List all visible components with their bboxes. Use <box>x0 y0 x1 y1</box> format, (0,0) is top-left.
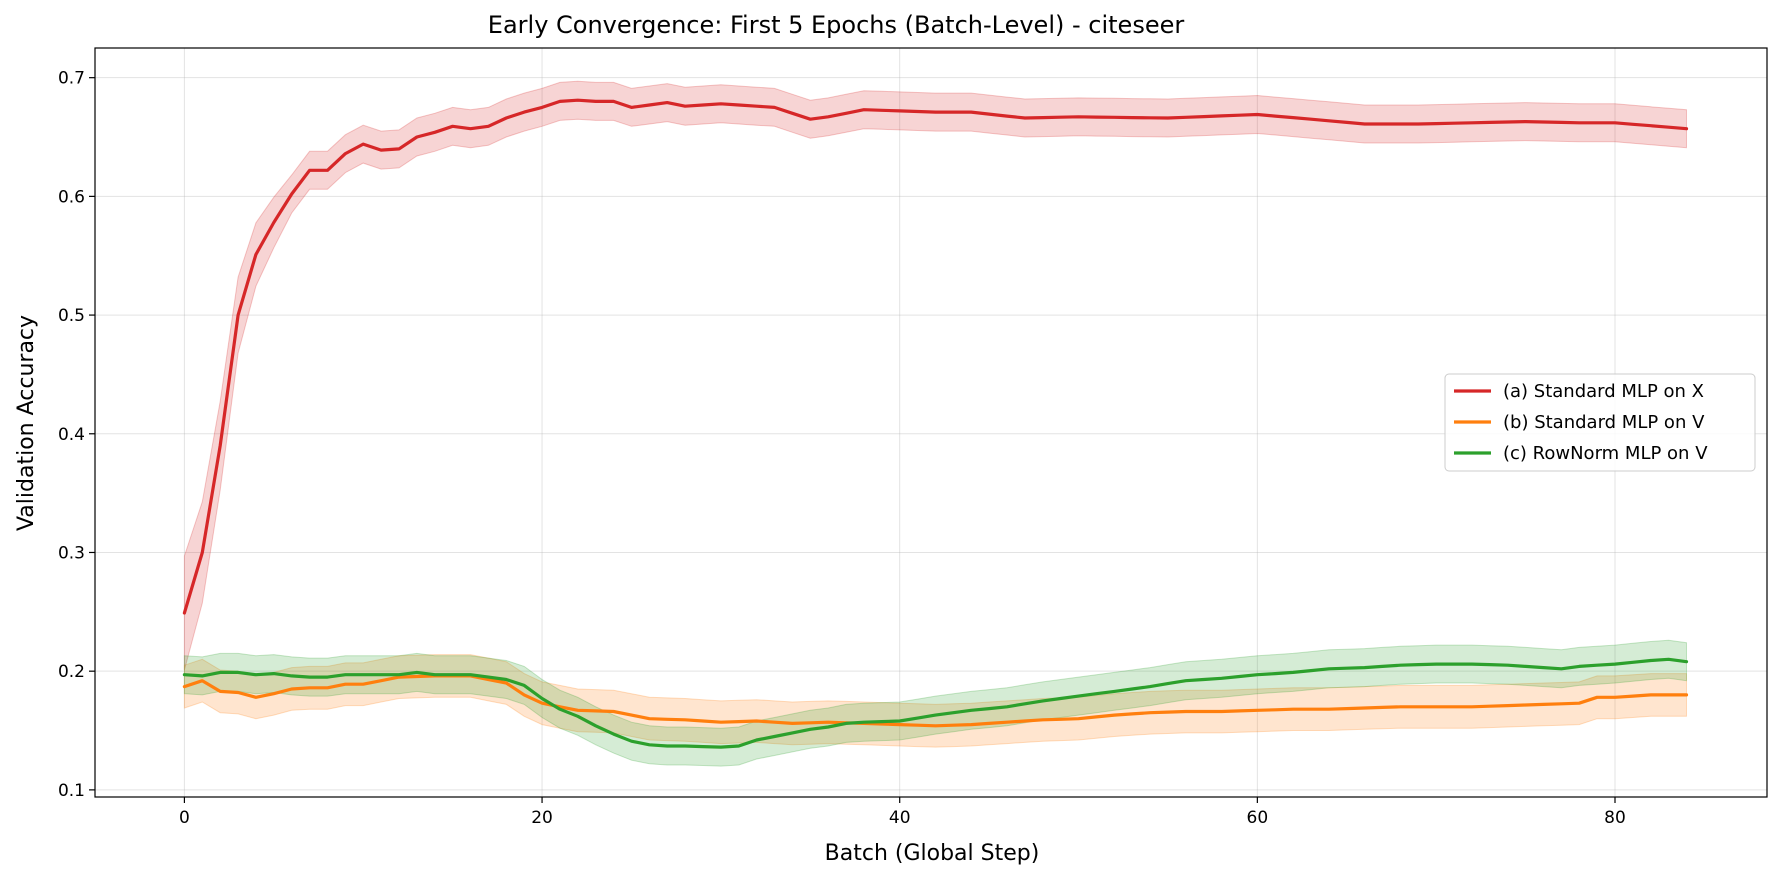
x-tick-label: 0 <box>179 808 190 828</box>
legend-label-0: (a) Standard MLP on X <box>1503 381 1704 402</box>
series-line-0 <box>182 98 1689 615</box>
y-tick-label: 0.6 <box>58 187 85 207</box>
grid <box>95 48 1767 797</box>
x-tick-label: 80 <box>1604 808 1626 828</box>
y-tick-label: 0.1 <box>58 781 85 801</box>
legend-label-1: (b) Standard MLP on V <box>1503 412 1705 433</box>
y-tick-label: 0.5 <box>58 306 85 326</box>
y-tick-label: 0.2 <box>58 662 85 682</box>
legend: (a) Standard MLP on X (b) Standard MLP on… <box>1444 373 1756 472</box>
y-tick-label: 0.3 <box>58 543 85 563</box>
y-tick-label: 0.4 <box>58 425 85 445</box>
series-lines <box>182 98 1689 749</box>
y-tick-label: 0.7 <box>58 69 85 89</box>
legend-label-2: (c) RowNorm MLP on V <box>1503 443 1708 464</box>
legend-box <box>1444 373 1756 472</box>
x-tick-label: 40 <box>889 808 911 828</box>
plot-frame <box>94 47 1768 798</box>
x-tick-label: 60 <box>1247 808 1269 828</box>
series-band-0 <box>183 80 1687 671</box>
series-band-1 <box>183 654 1687 748</box>
axis-ticks: 0 20 40 60 80 0.1 0.2 0.3 0.4 0.5 0.6 0.7 <box>58 69 1626 828</box>
x-axis-label: Batch (Global Step) <box>825 841 1040 866</box>
series-line-2 <box>182 657 1689 749</box>
chart-title: Early Convergence: First 5 Epochs (Batch… <box>488 11 1185 39</box>
x-tick-label: 20 <box>531 808 553 828</box>
y-axis-label: Validation Accuracy <box>14 315 39 531</box>
